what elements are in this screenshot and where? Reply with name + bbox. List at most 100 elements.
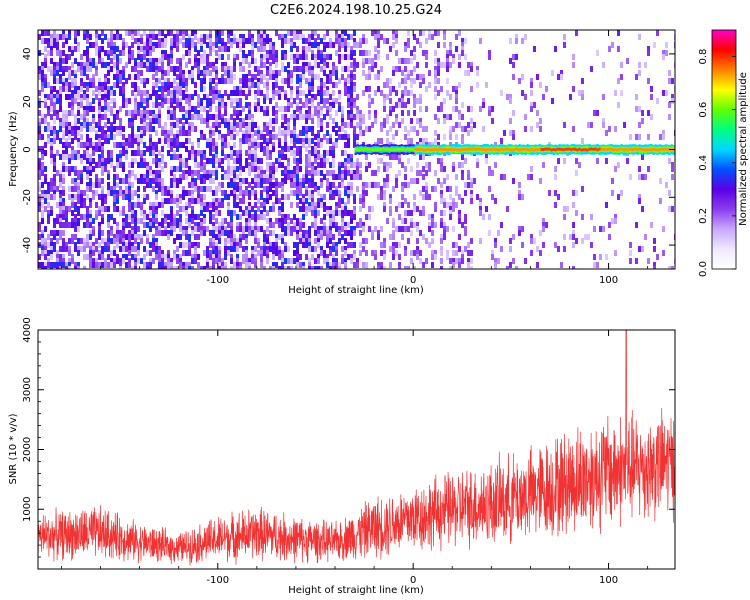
spectrogram-noise-cell (227, 158, 230, 164)
spectrogram-noise-cell (185, 174, 188, 180)
spectrogram-noise-cell (191, 194, 194, 200)
spectrogram-noise-cell (329, 74, 332, 80)
spectrogram-noise-cell (212, 94, 215, 100)
spectrogram-noise-cell (578, 162, 581, 168)
spectrogram-noise-cell (398, 242, 401, 248)
spectrogram-ridge-cell (406, 147, 409, 151)
spectrogram-noise-cell (101, 82, 104, 88)
spectrogram-noise-cell (260, 90, 263, 96)
spectrogram-noise-cell (50, 58, 53, 64)
spectrogram-noise-cell (92, 82, 95, 88)
spectrogram-noise-cell (176, 138, 179, 144)
spectrogram-noise-cell (173, 182, 176, 188)
spectrogram-noise-cell (65, 262, 68, 268)
spectrogram-noise-cell (530, 238, 533, 244)
spectrogram-noise-cell (71, 166, 74, 172)
spectrogram-noise-cell (275, 54, 278, 60)
spectrogram-noise-cell (71, 150, 74, 156)
spectrogram-noise-cell (371, 58, 374, 64)
spectrogram-noise-cell (371, 170, 374, 176)
spectrogram-noise-cell (128, 54, 131, 60)
spectrogram-noise-cell (140, 210, 143, 216)
spectrogram-noise-cell (197, 38, 200, 44)
spectrogram-noise-cell (176, 234, 179, 240)
spectrogram-noise-cell (305, 242, 308, 248)
spectrogram-noise-cell (284, 66, 287, 72)
spectrogram-noise-cell (122, 90, 125, 96)
spectrogram-noise-cell (83, 198, 86, 204)
spectrogram-noise-cell (446, 54, 449, 60)
spectrogram-noise-cell (554, 202, 557, 208)
spectrogram-noise-cell (629, 250, 632, 256)
spectrogram-noise-cell (194, 186, 197, 192)
spectrogram-noise-cell (152, 218, 155, 224)
spectrogram-noise-cell (164, 134, 167, 140)
spectrogram-noise-cell (284, 114, 287, 120)
spectrogram-noise-cell (326, 138, 329, 144)
spectrogram-noise-cell (203, 266, 206, 269)
spectrogram-noise-cell (431, 230, 434, 236)
spectrogram-noise-cell (65, 154, 68, 160)
spectrogram-noise-cell (395, 250, 398, 256)
spectrogram-ridge-cell (578, 147, 581, 151)
spectrogram-noise-cell (515, 54, 518, 60)
spectrogram-noise-cell (254, 166, 257, 172)
spectrogram-noise-cell (47, 182, 50, 188)
spectrogram-noise-cell (203, 170, 206, 176)
spectrogram-noise-cell (236, 102, 239, 108)
spectrogram-ridge-cell (372, 148, 375, 152)
spectrogram-noise-cell (233, 98, 236, 104)
spectrogram-noise-cell (65, 58, 68, 64)
spectrogram-noise-cell (62, 58, 65, 64)
spectrogram-noise-cell (449, 114, 452, 120)
spectrogram-noise-cell (143, 30, 146, 36)
spectrogram-noise-cell (74, 94, 77, 100)
spectrogram-noise-cell (440, 246, 443, 252)
spectrogram-ridge-cell (506, 147, 509, 151)
spectrogram-noise-cell (293, 166, 296, 172)
spectrogram-noise-cell (110, 250, 113, 256)
spectrogram-noise-cell (209, 158, 212, 164)
spectrogram-noise-cell (212, 202, 215, 208)
spectrogram-noise-cell (311, 150, 314, 156)
spectrogram-noise-cell (596, 110, 599, 116)
spectrogram-noise-cell (236, 98, 239, 104)
spectrogram-noise-cell (341, 54, 344, 60)
spectrogram-noise-cell (38, 174, 41, 180)
spectrogram-noise-cell (305, 134, 308, 140)
spectrogram-noise-cell (71, 70, 74, 76)
spectrogram-noise-cell (284, 78, 287, 84)
spectrogram-noise-cell (323, 226, 326, 232)
spectrogram-noise-cell (122, 242, 125, 248)
spectrogram-noise-cell (608, 222, 611, 228)
spectrogram-noise-cell (290, 134, 293, 140)
spectrogram-noise-cell (647, 134, 650, 140)
spectrogram-noise-cell (296, 202, 299, 208)
spectrogram-noise-cell (407, 226, 410, 232)
spectrogram-noise-cell (662, 50, 665, 56)
spectrogram-noise-cell (329, 238, 332, 244)
spectrogram-noise-cell (248, 134, 251, 140)
spectrogram-noise-cell (389, 154, 392, 160)
spectrogram-noise-cell (344, 158, 347, 164)
spectrogram-noise-cell (341, 118, 344, 124)
spectrogram-noise-cell (230, 38, 233, 44)
spectrogram-noise-cell (344, 190, 347, 196)
spectrogram-noise-cell (194, 198, 197, 204)
spectrogram-noise-cell (188, 250, 191, 256)
spectrogram-noise-cell (170, 258, 173, 264)
spectrogram-noise-cell (170, 82, 173, 88)
spectrogram-noise-cell (170, 166, 173, 172)
spectrogram-noise-cell (383, 94, 386, 100)
spectrogram-noise-cell (281, 114, 284, 120)
spectrogram-noise-cell (98, 46, 101, 52)
spectrogram-noise-cell (362, 226, 365, 232)
spectrogram-noise-cell (92, 74, 95, 80)
spectrogram-noise-cell (491, 106, 494, 112)
spectrogram-noise-cell (392, 66, 395, 72)
spectrogram-noise-cell (239, 142, 242, 148)
spectrogram-noise-cell (92, 250, 95, 256)
spectrogram-noise-cell (341, 214, 344, 220)
spectrogram-noise-cell (251, 50, 254, 56)
spectrogram-noise-cell (248, 150, 251, 156)
